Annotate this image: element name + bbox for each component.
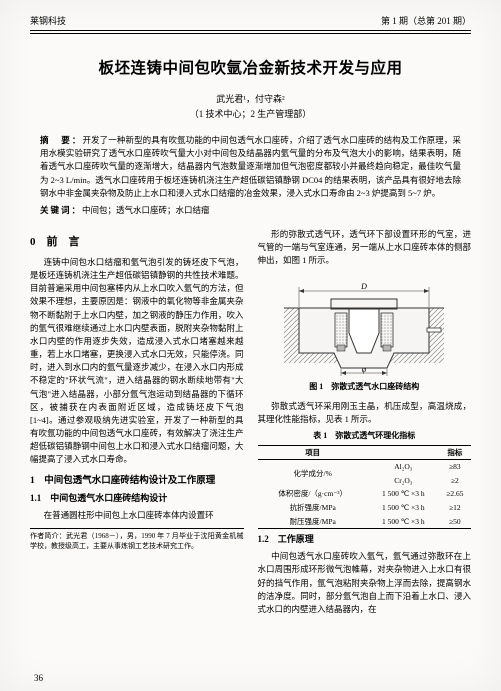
tcell: Al₂O₃	[368, 460, 439, 474]
right-column: 形的弥散式透气环，透气环下部设置环形的气室，进气管的一端与气室连通，另一端从上水…	[258, 228, 472, 616]
section-1-1-para: 在普通圆柱形中间包上水口座砖本体内设置环	[30, 509, 244, 522]
keywords: 关键词：中间包；透气水口座砖；水口结瘤	[40, 204, 461, 216]
section-0-heading: 0 前 言	[30, 234, 244, 251]
left-column: 0 前 言 连铸中间包水口结瘤和氩气泡引发的铸坯皮下气泡，是板坯连铸机浇注生产超…	[30, 228, 244, 616]
author-footnote: 作者简介：武光君（1968－），男，1990 年 7 月毕业于沈阳黄金机械学校，…	[30, 528, 244, 552]
abstract: 摘 要：开发了一种新型的具有吹氩功能的中间包透气水口座砖，介绍了透气水口座砖的结…	[40, 134, 461, 200]
right-para-2: 弥散式透气环采用刚玉主晶，机压成型，高温烧成，其理化性能指标，见表 1 所示。	[258, 400, 472, 426]
page-number: 36	[34, 673, 43, 683]
figure-1-caption: 图 1 弥散式透气水口座砖结构	[279, 381, 449, 393]
figure-1: D φ 图 1 弥散式透气水口座砖结构	[279, 273, 449, 393]
section-1-2-heading: 1.2 工作原理	[258, 533, 472, 547]
tcell: 1 500 ℃ ×3 h	[368, 501, 439, 515]
abstract-text: 开发了一种新型的具有吹氩功能的中间包透气水口座砖，介绍了透气水口座砖的结构及工作…	[40, 135, 461, 198]
tcell: 化学成分/%	[258, 460, 368, 488]
tcell: ≥83	[439, 460, 471, 474]
section-1-2-para: 中间包透气水口座砖吹入氩气，氩气通过弥散环在上水口周围形成环形微气泡帷幕，对夹杂…	[258, 550, 472, 616]
tcell: ≥2	[439, 474, 471, 488]
tcell: 1 500 ℃ ×3 h	[368, 515, 439, 529]
tcell: 抗折强度/MPa	[258, 501, 368, 515]
section-1-heading: 1 中间包透气水口座砖结构设计及工作原理	[30, 474, 244, 489]
section-1-1-heading: 1.1 中间包透气水口座砖结构设计	[30, 492, 244, 506]
svg-text:φ: φ	[362, 365, 367, 374]
table-head-0: 项目	[258, 445, 368, 460]
journal-name: 莱钢科技	[30, 14, 66, 27]
keywords-label: 关键词：	[40, 205, 82, 215]
table-1-caption: 表 1 弥散式透气环理化指标	[258, 430, 472, 442]
issue-label: 第 1 期（总第 201 期）	[381, 14, 471, 27]
tcell: 耐压强度/MPa	[258, 515, 368, 529]
table-1: 项目 指标 化学成分/% Al₂O₃ ≥83 Cr₂O₃ ≥2 体积密度/（g·…	[258, 445, 472, 530]
tcell: ≥12	[439, 501, 471, 515]
table-head-2: 指标	[439, 445, 471, 460]
section-0-para: 连铸中间包水口结瘤和氩气泡引发的铸坯皮下气泡，是板坯连铸机浇注生产超低碳铝镇静钢…	[30, 256, 244, 467]
affiliation: （1 技术中心；2 生产管理部）	[30, 107, 471, 120]
svg-text:D: D	[360, 282, 367, 291]
tcell: 体积密度/（g·cm⁻³）	[258, 487, 368, 501]
tcell: ≥2.65	[439, 487, 471, 501]
right-para-1: 形的弥散式透气环，透气环下部设置环形的气室，进气管的一端与气室连通，另一端从上水…	[258, 228, 472, 268]
tcell: 1 500 ℃ ×3 h	[368, 487, 439, 501]
table-head-1	[368, 445, 439, 460]
keywords-text: 中间包；透气水口座砖；水口结瘤	[82, 205, 210, 215]
abstract-label: 摘 要：	[40, 135, 82, 145]
authors: 武光君¹，付守森²	[30, 92, 471, 105]
paper-title: 板坯连铸中间包吹氩冶金新技术开发与应用	[30, 56, 471, 78]
tcell: Cr₂O₃	[368, 474, 439, 488]
tcell: ≥50	[439, 515, 471, 529]
